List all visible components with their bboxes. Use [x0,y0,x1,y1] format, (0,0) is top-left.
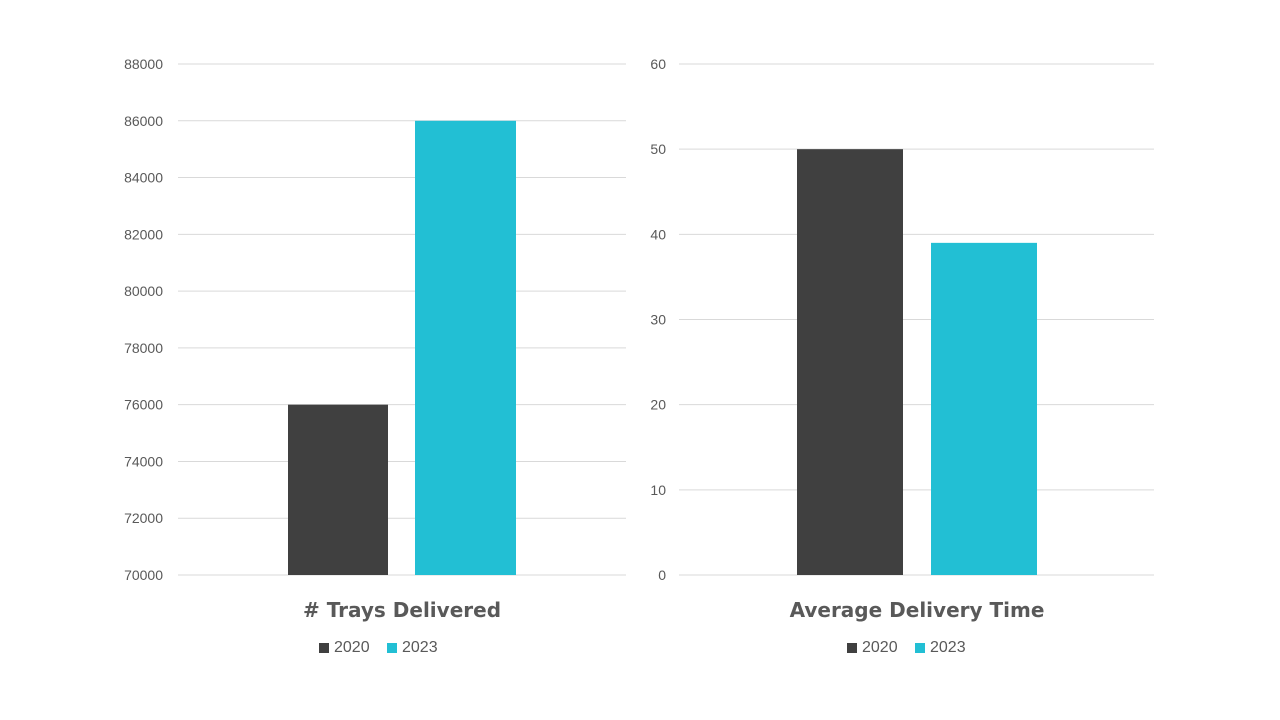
trays-y-tick-label: 72000 [124,510,163,526]
trays-y-axis: 70000 72000 74000 76000 78000 80000 82000 84000… [124,56,163,583]
delivery-y-tick-label: 30 [650,312,666,328]
trays-y-tick-label: 78000 [124,340,163,356]
delivery-time-chart: 0 10 20 30 40 50 60 Average Delivery Time 2020… [650,56,1154,656]
delivery-y-tick-label: 50 [650,141,666,157]
delivery-legend-label-2020: 2020 [862,639,898,656]
delivery-chart-title: Average Delivery Time [790,598,1045,622]
trays-legend-swatch-2020 [319,643,329,653]
trays-y-tick-label: 80000 [124,283,163,299]
trays-bar-2020 [288,404,388,575]
trays-y-tick-label: 82000 [124,226,163,242]
trays-y-tick-label: 86000 [124,113,163,129]
delivery-y-tick-label: 40 [650,226,666,242]
delivery-legend-swatch-2023 [915,643,925,653]
delivery-y-axis: 0 10 20 30 40 50 60 [650,56,666,583]
delivery-y-tick-label: 60 [650,56,666,72]
trays-legend-swatch-2023 [387,643,397,653]
trays-legend-label-2020: 2020 [334,639,370,656]
trays-bars [288,120,516,576]
delivery-y-tick-label: 10 [650,482,666,498]
trays-y-tick-label: 74000 [124,453,163,469]
trays-chart-title: # Trays Delivered [303,598,501,622]
delivery-bar-2023 [931,242,1037,575]
delivery-legend-label-2023: 2023 [930,639,966,656]
delivery-legend-swatch-2020 [847,643,857,653]
delivery-y-tick-label: 20 [650,397,666,413]
trays-y-tick-label: 70000 [124,567,163,583]
delivery-bars [797,149,1037,575]
trays-bar-2023 [415,120,516,576]
delivery-bar-2020 [797,149,903,575]
trays-y-tick-label: 88000 [124,56,163,72]
trays-y-tick-label: 76000 [124,397,163,413]
trays-legend: 2020 2023 [319,639,438,656]
delivery-gridlines [679,63,1154,576]
delivery-legend: 2020 2023 [847,639,966,656]
delivery-y-tick-label: 0 [658,567,666,583]
trays-legend-label-2023: 2023 [402,639,438,656]
trays-y-tick-label: 84000 [124,170,163,186]
trays-gridlines [178,63,626,576]
trays-delivered-chart: 70000 72000 74000 76000 78000 80000 82000 84000… [124,56,626,656]
